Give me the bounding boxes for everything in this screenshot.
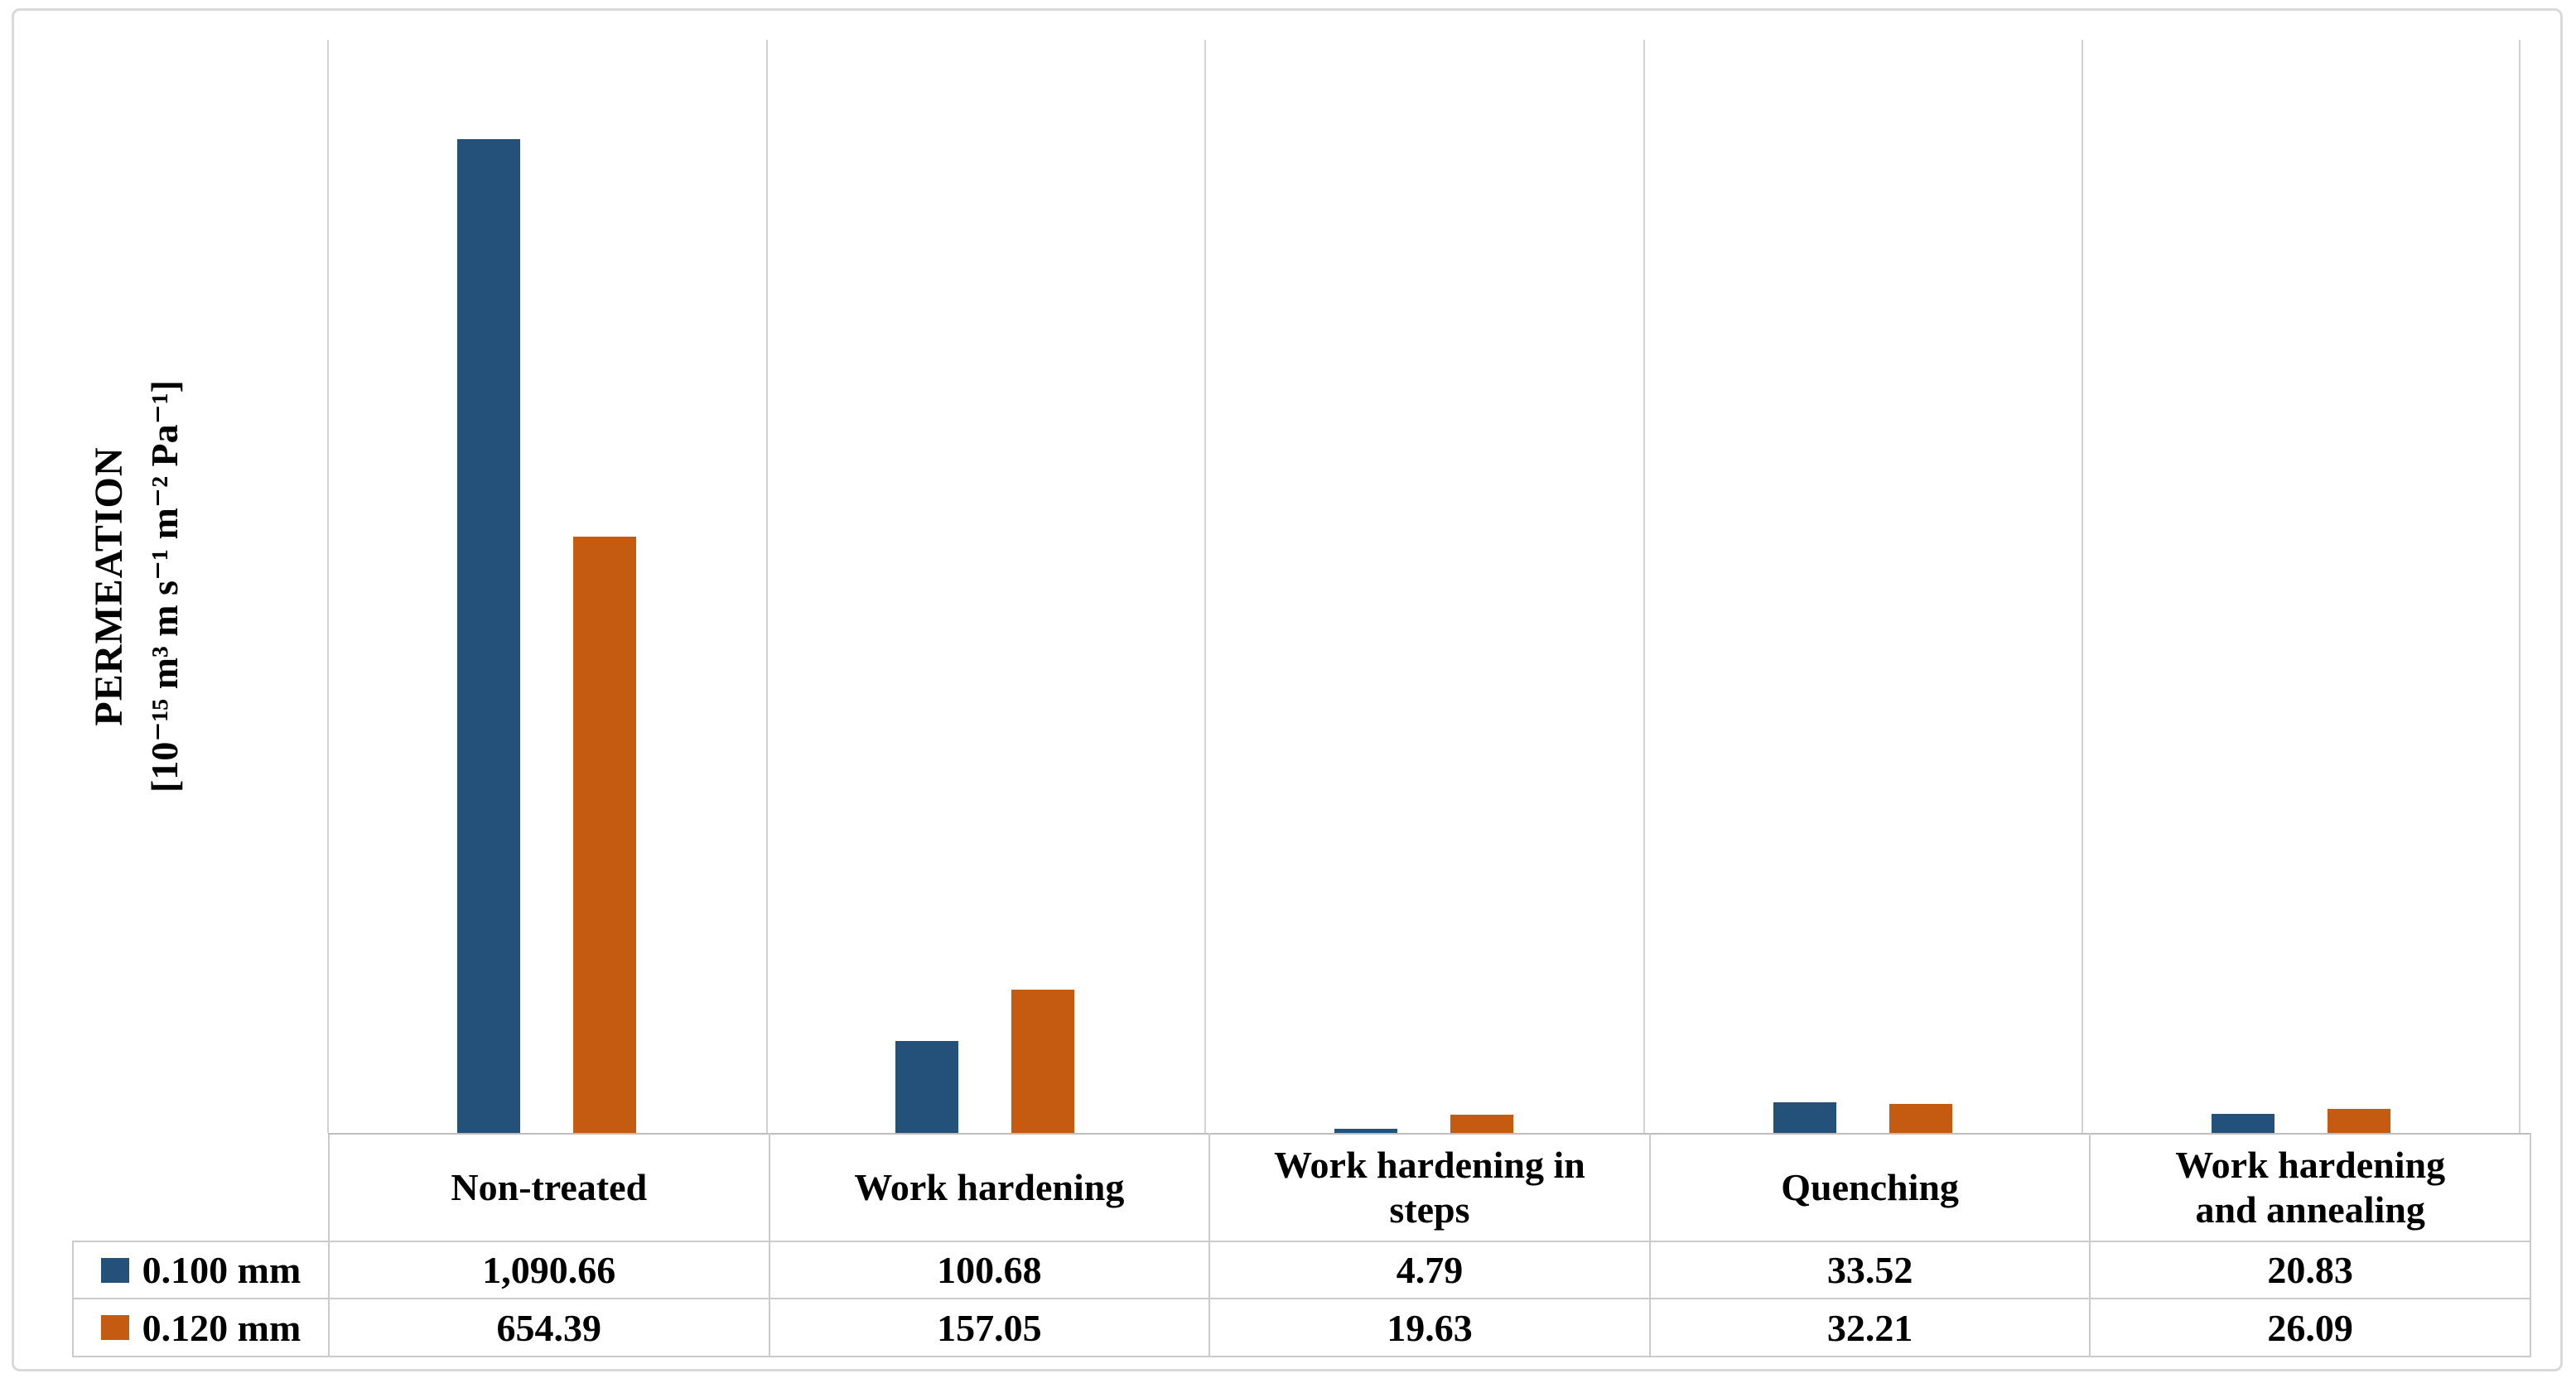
- gridline: [327, 40, 329, 1133]
- category-header-work-hardening: Work hardening: [768, 1133, 1211, 1242]
- gridline: [766, 40, 768, 1133]
- table-corner-blank: [73, 1134, 329, 1241]
- bar-0.100mm-work-hardening: [895, 1041, 959, 1133]
- value-cell-0.100mm-work-hardening: 100.68: [768, 1241, 1211, 1299]
- bar-group-work-hardening-in-steps: [1204, 40, 1643, 1133]
- y-axis-unit: [10⁻¹⁵ m³ m s⁻¹ m⁻² Pa⁻¹]: [143, 380, 186, 793]
- bar-group-work-hardening-and-annealing: [2082, 40, 2521, 1133]
- legend-label: 0.100 mm: [142, 1249, 301, 1291]
- y-axis-label: PERMEATION [10⁻¹⁵ m³ m s⁻¹ m⁻² Pa⁻¹]: [33, 40, 240, 1133]
- value-cell-0.100mm-work-hardening-in-steps: 4.79: [1208, 1241, 1651, 1299]
- bar-0.100mm-work-hardening-and-annealing: [2212, 1114, 2275, 1133]
- bar-0.120mm-work-hardening: [1011, 990, 1075, 1133]
- bar-group-quenching: [1643, 40, 2082, 1133]
- legend-swatch-icon: [100, 1257, 129, 1283]
- category-header-non-treated: Non-treated: [328, 1133, 770, 1242]
- bar-group-work-hardening: [766, 40, 1205, 1133]
- value-cell-0.120mm-quenching: 32.21: [1648, 1298, 2091, 1357]
- category-header-quenching: Quenching: [1648, 1133, 2091, 1242]
- plot-area: [327, 40, 2521, 1133]
- value-cell-0.120mm-work-hardening: 157.05: [768, 1298, 1211, 1357]
- value-cell-0.120mm-work-hardening-and-annealing: 26.09: [2089, 1298, 2531, 1357]
- gridline: [2519, 40, 2521, 1133]
- bar-0.100mm-work-hardening-in-steps: [1334, 1129, 1397, 1133]
- bar-0.120mm-non-treated: [572, 537, 636, 1133]
- bar-0.100mm-non-treated: [456, 139, 520, 1133]
- category-header-work-hardening-and-annealing: Work hardening and annealing: [2089, 1133, 2531, 1242]
- gridline: [1204, 40, 1206, 1133]
- legend-key-0.100mm: 0.100 mm: [72, 1241, 330, 1299]
- category-header-work-hardening-in-steps: Work hardening in steps: [1208, 1133, 1651, 1242]
- bar-0.120mm-work-hardening-in-steps: [1450, 1115, 1513, 1133]
- value-cell-0.120mm-work-hardening-in-steps: 19.63: [1208, 1298, 1651, 1357]
- bar-0.120mm-quenching: [1889, 1104, 1952, 1133]
- legend-key-0.120mm: 0.120 mm: [72, 1298, 330, 1357]
- bar-0.100mm-quenching: [1773, 1102, 1836, 1133]
- bar-group-non-treated: [327, 40, 766, 1133]
- value-cell-0.100mm-quenching: 33.52: [1648, 1241, 2091, 1299]
- gridline: [2082, 40, 2083, 1133]
- value-cell-0.100mm-work-hardening-and-annealing: 20.83: [2089, 1241, 2531, 1299]
- gridline: [1643, 40, 1645, 1133]
- value-cell-0.120mm-non-treated: 654.39: [328, 1298, 770, 1357]
- value-cell-0.100mm-non-treated: 1,090.66: [328, 1241, 770, 1299]
- bar-0.120mm-work-hardening-and-annealing: [2328, 1109, 2391, 1133]
- legend-label: 0.120 mm: [142, 1306, 301, 1349]
- legend-swatch-icon: [100, 1315, 129, 1340]
- data-table: Non-treated Work hardening Work hardening …: [72, 1133, 2531, 1357]
- y-axis-title: PERMEATION: [86, 446, 131, 726]
